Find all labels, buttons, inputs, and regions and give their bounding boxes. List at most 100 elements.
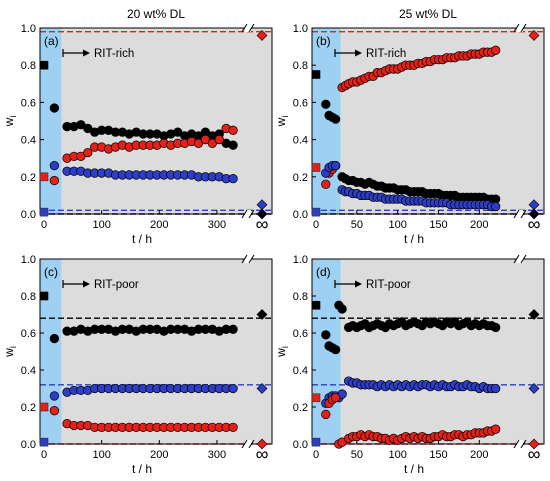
x-axis-label: t / h [404,232,424,246]
limit-point-red [256,30,268,41]
panel-2: 0.0 0.2 0.4 0.6 0.8 1.0 0 50 100 150 200 ∞ t / h wi 25… [274,7,545,246]
limit-point-black [528,309,540,320]
initial-point-red [311,393,321,403]
axis-break-mark [248,439,255,449]
y-tick-label: 0.6 [21,97,36,109]
infinity-tick-label: ∞ [528,444,541,464]
data-point [49,391,60,401]
data-point [491,201,501,212]
data-point [330,114,341,124]
plot-frame [311,27,545,215]
panel-1: 0.0 0.2 0.4 0.6 0.8 1.0 0 100 200 300 ∞ t / h wi 20 w… [2,7,273,246]
y-tick-label: 1.0 [21,254,36,266]
axis-break-mark [513,209,520,219]
axis-break-mark [241,439,248,449]
x-tick-label: 100 [92,449,110,461]
limit-point-black [256,309,268,320]
axis-break-mark [513,254,520,264]
series-2 [49,383,238,401]
limit-point-red [528,438,540,450]
data-point [49,103,60,113]
axis-break-mark [513,23,520,33]
y-tick-label: 0.8 [293,60,308,72]
data-point [330,393,341,403]
annotation-arrow-head [83,280,90,288]
y-tick-label: 1.0 [293,254,308,266]
x-tick-label: 100 [92,219,110,231]
x-axis-label: t / h [132,232,152,246]
data-point [330,345,341,355]
panel-label: (c) [44,265,58,279]
data-point [330,160,341,171]
x-tick-label: 200 [150,219,168,231]
axis-break-gap [245,255,251,263]
y-tick-label: 0.6 [293,328,308,340]
initial-point-black [39,60,49,70]
y-axis-label: wi [2,346,18,358]
data-point [491,45,501,55]
y-axis-label: wi [274,116,290,128]
x-axis-label: t / h [404,462,424,476]
x-tick-label: 50 [351,219,363,231]
plot-background [312,259,544,444]
y-axis-label-subscript: i [280,346,290,348]
panel-title: 20 wt% DL [127,7,185,21]
series-3 [321,160,501,212]
y-tick-label: 0.4 [21,135,36,147]
x-tick-label: 0 [313,449,319,461]
series-3 [49,406,238,433]
data-point [491,322,501,333]
y-tick-label: 0.4 [293,135,308,147]
axis-break-mark [513,439,520,449]
series-1 [49,324,238,344]
annotation-label: RIT-rich [366,48,406,60]
y-tick-label: 0.2 [21,172,36,184]
data-point [321,179,331,189]
axis-break-gap [517,255,523,263]
panel-4: 0.0 0.2 0.4 0.6 0.8 1.0 0 50 100 150 200 ∞ t / h wi (d… [274,254,545,476]
y-tick-label: 0.2 [293,172,308,184]
infinity-tick-label: ∞ [256,444,269,464]
series-3 [321,393,501,449]
axis-break-mark [248,254,255,264]
data-point [49,333,60,344]
x-tick-label: 100 [388,219,406,231]
axis-break-gap [517,440,523,448]
y-tick-label: 0.0 [293,209,308,221]
data-point [49,160,60,171]
initial-point-black [311,300,321,310]
initial-phase-band [40,259,62,444]
initial-point-blue [39,437,49,447]
x-tick-label: 50 [351,449,363,461]
data-point [228,422,238,433]
y-axis-label: wi [2,116,18,128]
axis-break-mark [248,23,255,33]
initial-point-blue [311,207,321,217]
initial-phase-band [40,28,62,214]
x-tick-label: 300 [208,219,226,231]
data-point [228,125,238,135]
y-tick-label: 0.8 [21,60,36,72]
initial-point-black [39,291,49,301]
axis-break-mark [241,254,248,264]
y-tick-label: 0.4 [21,365,36,377]
initial-point-red [39,402,49,412]
data-point [49,406,60,416]
data-point [321,409,331,420]
data-point [228,174,238,184]
plot-background [40,28,272,214]
limit-point-black [528,208,540,220]
plot-background [40,259,272,444]
data-point [321,330,331,340]
data-point [228,383,238,394]
data-point [491,383,501,394]
limit-point-red [256,438,268,450]
axis-break-mark [248,209,255,219]
y-tick-label: 0.0 [293,439,308,451]
panel-label: (d) [316,265,331,279]
y-tick-label: 1.0 [293,23,308,35]
y-tick-label: 1.0 [21,23,36,35]
y-tick-label: 0.8 [21,291,36,303]
annotation-arrow-head [355,280,362,288]
